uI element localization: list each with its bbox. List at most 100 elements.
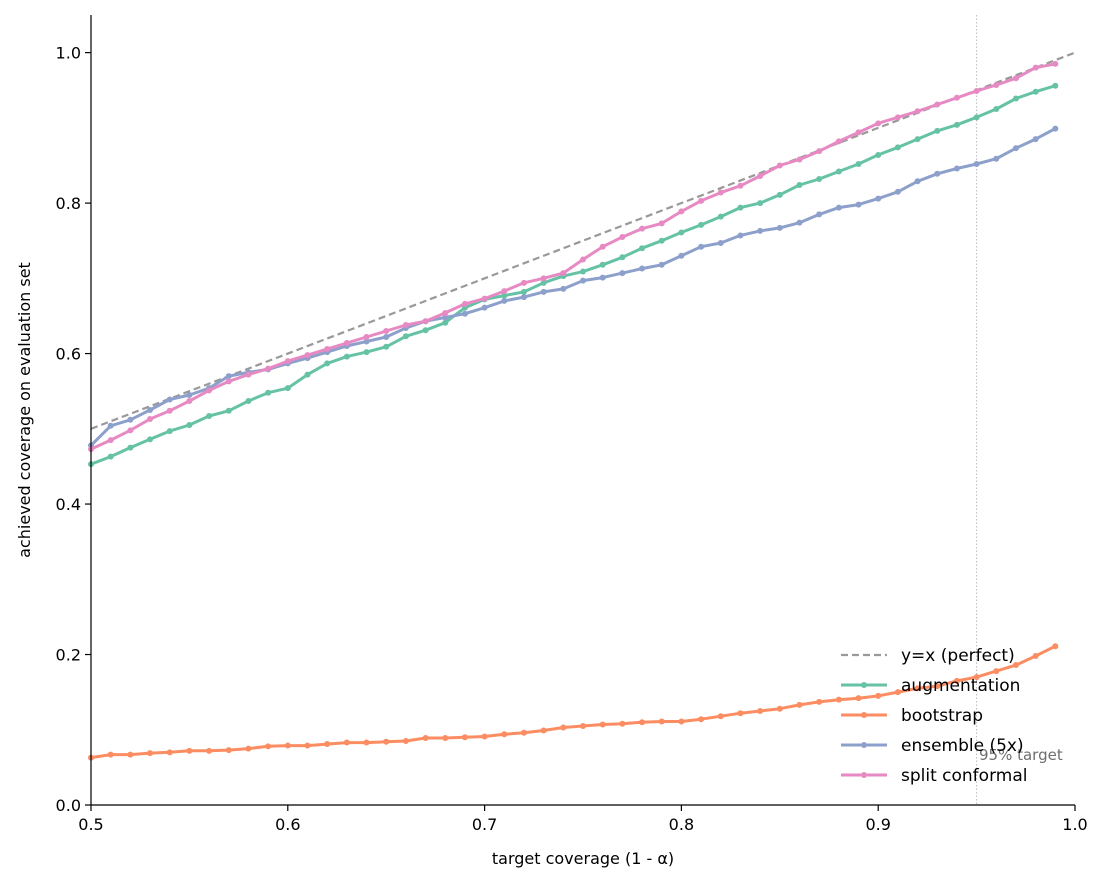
- point-ensemble-5x: [166, 396, 173, 403]
- point-augmentation: [639, 245, 646, 252]
- point-bootstrap: [343, 739, 350, 746]
- point-bootstrap: [501, 731, 508, 738]
- point-ensemble-5x: [639, 265, 646, 272]
- point-augmentation: [147, 436, 154, 443]
- point-ensemble-5x: [442, 314, 449, 321]
- point-augmentation: [599, 261, 606, 268]
- point-split-conformal: [245, 371, 252, 378]
- point-split-conformal: [776, 162, 783, 169]
- point-augmentation: [658, 237, 665, 244]
- point-bootstrap: [147, 750, 154, 757]
- legend-label-augmentation: augmentation: [901, 676, 1020, 696]
- point-split-conformal: [698, 197, 705, 204]
- legend: y=x (perfect) augmentation bootstrap ensemb…: [841, 646, 1027, 786]
- point-split-conformal: [619, 233, 626, 240]
- point-split-conformal: [402, 321, 409, 328]
- point-bootstrap: [284, 742, 291, 749]
- point-bootstrap: [265, 743, 272, 750]
- legend-marker-ensemble-5x: [861, 742, 867, 748]
- point-bootstrap: [973, 674, 980, 681]
- point-bootstrap: [304, 742, 311, 749]
- point-bootstrap: [422, 735, 429, 742]
- point-augmentation: [737, 204, 744, 211]
- point-split-conformal: [894, 114, 901, 121]
- point-split-conformal: [304, 352, 311, 359]
- point-augmentation: [265, 389, 272, 396]
- point-augmentation: [973, 114, 980, 121]
- point-ensemble-5x: [835, 204, 842, 211]
- point-augmentation: [442, 319, 449, 326]
- point-split-conformal: [717, 189, 724, 196]
- point-augmentation: [1032, 88, 1039, 95]
- point-split-conformal: [343, 340, 350, 347]
- point-bootstrap: [698, 716, 705, 723]
- point-split-conformal: [147, 416, 154, 423]
- point-bootstrap: [383, 738, 390, 745]
- point-augmentation: [776, 191, 783, 198]
- point-bootstrap: [855, 695, 862, 702]
- point-ensemble-5x: [934, 170, 941, 177]
- legend-label-bootstrap: bootstrap: [901, 706, 983, 726]
- series-line-bootstrap: [90, 644, 1056, 760]
- point-ensemble-5x: [599, 274, 606, 281]
- point-split-conformal: [560, 270, 567, 277]
- point-split-conformal: [501, 288, 508, 295]
- point-bootstrap: [402, 738, 409, 745]
- point-split-conformal: [383, 328, 390, 334]
- point-augmentation: [1052, 82, 1059, 89]
- legend-label-reference: y=x (perfect): [901, 646, 1015, 666]
- x-tick-label: 0.8: [669, 815, 694, 834]
- point-augmentation: [855, 160, 862, 167]
- point-ensemble-5x: [1012, 145, 1019, 152]
- point-ensemble-5x: [147, 407, 154, 413]
- point-ensemble-5x: [658, 261, 665, 268]
- point-bootstrap: [639, 719, 646, 726]
- point-bootstrap: [599, 721, 606, 728]
- point-bootstrap: [166, 749, 173, 756]
- point-split-conformal: [658, 220, 665, 227]
- point-ensemble-5x: [855, 201, 862, 208]
- point-split-conformal: [186, 397, 193, 404]
- point-split-conformal: [796, 156, 803, 163]
- point-ensemble-5x: [953, 165, 960, 172]
- point-augmentation: [540, 279, 547, 286]
- point-augmentation: [343, 353, 350, 360]
- point-ensemble-5x: [894, 188, 901, 195]
- point-bootstrap: [540, 727, 547, 734]
- point-ensemble-5x: [1032, 136, 1039, 143]
- y-tick-label: 1.0: [56, 44, 81, 63]
- point-ensemble-5x: [481, 304, 488, 311]
- point-ensemble-5x: [225, 373, 232, 380]
- point-ensemble-5x: [1052, 125, 1059, 132]
- point-split-conformal: [166, 407, 173, 414]
- point-split-conformal: [206, 387, 213, 394]
- point-bootstrap: [1012, 662, 1019, 669]
- point-ensemble-5x: [186, 391, 193, 398]
- point-augmentation: [127, 444, 134, 451]
- series-line-ensemble-5x: [89, 127, 1057, 447]
- point-ensemble-5x: [717, 239, 724, 246]
- point-ensemble-5x: [875, 195, 882, 202]
- point-ensemble-5x: [560, 285, 567, 292]
- point-augmentation: [324, 360, 331, 367]
- point-split-conformal: [1032, 64, 1039, 71]
- point-bootstrap: [442, 735, 449, 742]
- point-augmentation: [422, 327, 429, 334]
- point-split-conformal: [107, 437, 114, 444]
- point-bootstrap: [1032, 653, 1039, 660]
- point-augmentation: [678, 229, 685, 236]
- point-bootstrap: [560, 724, 567, 731]
- point-ensemble-5x: [619, 270, 626, 277]
- point-bootstrap: [993, 668, 1000, 675]
- point-augmentation: [993, 106, 1000, 113]
- series-line-augmentation: [90, 84, 1056, 466]
- point-split-conformal: [265, 365, 272, 372]
- point-augmentation: [914, 136, 921, 143]
- point-split-conformal: [737, 182, 744, 189]
- point-bootstrap: [580, 723, 586, 729]
- point-bootstrap: [914, 685, 921, 692]
- point-split-conformal: [284, 358, 291, 365]
- point-ensemble-5x: [914, 178, 921, 185]
- point-split-conformal: [363, 334, 370, 341]
- point-augmentation: [953, 121, 960, 128]
